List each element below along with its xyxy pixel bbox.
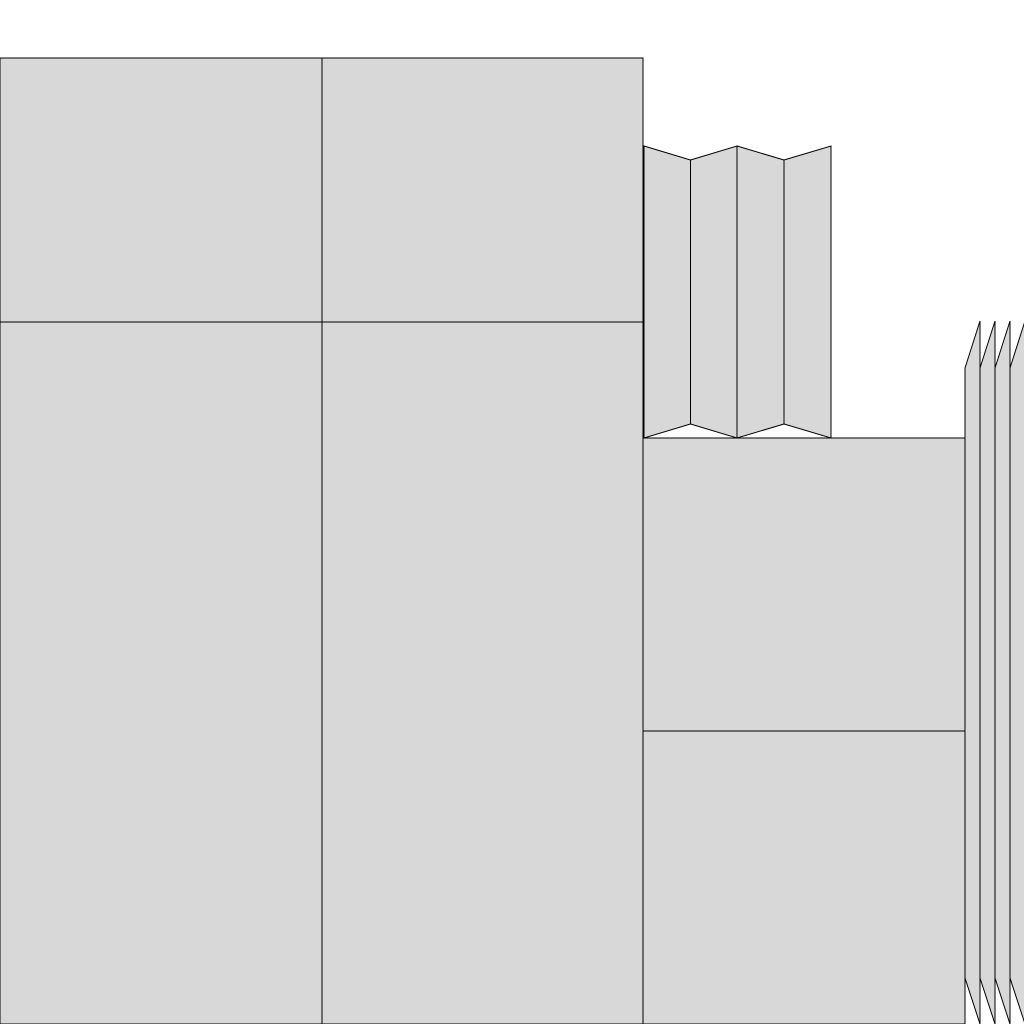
edge-fold-4 [1009, 322, 1024, 1023]
accordion-fold-2 [690, 145, 738, 439]
accordion-folds [643, 145, 832, 439]
edge-fold-3 [994, 320, 1011, 1024]
accordion-fold-4 [783, 145, 832, 439]
edge-folds [964, 320, 1024, 1024]
accordion-fold-1 [643, 145, 691, 439]
panel-right-lower [642, 730, 966, 1024]
panel-top-middle [321, 57, 644, 323]
panel-bottom-left [0, 321, 323, 1024]
accordion-fold-3 [736, 145, 785, 439]
edge-fold-2 [979, 320, 996, 1024]
panel-top-left [0, 57, 323, 323]
panel-bottom-middle [321, 321, 644, 1024]
edge-fold-1 [964, 320, 981, 1024]
panel-right-upper [642, 437, 966, 732]
